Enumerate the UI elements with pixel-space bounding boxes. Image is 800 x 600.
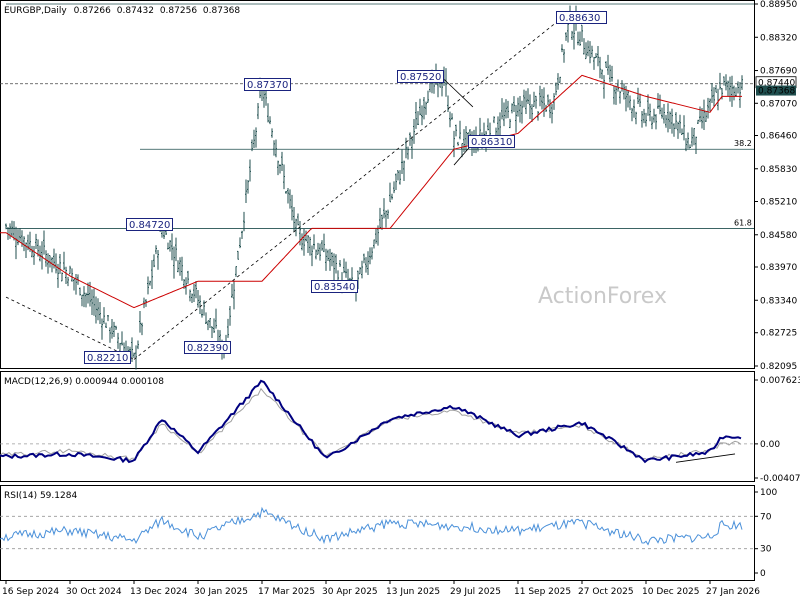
timeframe-label: Daily (44, 6, 67, 16)
x-axis-label: 10 Dec 2025 (642, 587, 700, 597)
current-price-tag-text: 0.87440 (758, 79, 795, 89)
price-axis-label: 0.82725 (760, 329, 797, 339)
rsi-axis-label: 30 (760, 545, 772, 555)
price-axis-label: 0.83970 (760, 263, 797, 273)
macd-axis-label: 0.00 (760, 440, 780, 450)
price-panel-frame (0, 0, 755, 369)
price-label-frame (184, 341, 231, 354)
price-header: EURGBP,Daily 0.87266 0.87432 0.87256 0.8… (4, 6, 240, 16)
price-label-box: 0.88630 (556, 11, 607, 24)
price-axis-label: 0.85830 (760, 165, 797, 175)
macd-layer (0, 379, 754, 464)
triangle-top (443, 79, 474, 108)
close-price-tag: 0.87368 (756, 85, 796, 97)
price-axis-label: 0.88950 (760, 0, 797, 10)
trendline-up (133, 11, 570, 360)
macd-trendline (675, 453, 736, 463)
x-axis-label: 27 Jan 2026 (706, 587, 760, 597)
price-label-text: 0.88630 (559, 13, 600, 24)
ohlc-low: 0.87256 (160, 6, 197, 16)
x-axis-label: 16 Sep 2024 (2, 587, 59, 597)
fib-label: 61.8 (734, 0, 752, 3)
rsi-panel-frame (0, 485, 755, 581)
price-axis-label: 0.88320 (760, 33, 797, 43)
moving-average-line (0, 74, 742, 309)
price-axis-label: 0.87070 (760, 99, 797, 109)
price-layer: 61.8 38.2 61.8 0.88630 0.87370 0.87520 0.84720… (0, 0, 754, 370)
price-label-box: 0.87520 (397, 70, 444, 83)
rsi-axis-label: 0 (760, 569, 766, 579)
price-label-text: 0.83540 (314, 282, 355, 293)
macd-line (0, 379, 742, 464)
x-axis-label: 13 Jun 2025 (386, 587, 440, 597)
ohlc-open: 0.87266 (74, 6, 111, 16)
price-label-box: 0.84720 (126, 218, 173, 231)
price-label-text: 0.87370 (247, 80, 288, 91)
price-axis-label: 0.85210 (760, 198, 797, 208)
close-price-tag-text: 0.87368 (758, 87, 795, 97)
price-axis-label: 0.82095 (760, 362, 797, 372)
symbol-label: EURGBP (4, 6, 42, 16)
rsi-axis-label: 100 (760, 488, 777, 498)
rsi-line (0, 506, 743, 546)
rsi-axis-label: 70 (760, 512, 772, 522)
price-axis-label: 0.84580 (760, 231, 797, 241)
ohlc-high: 0.87432 (117, 6, 154, 16)
x-axis-label: 27 Oct 2025 (578, 587, 634, 597)
price-label-box: 0.82210 (84, 351, 131, 364)
fib-label: 61.8 (734, 218, 752, 227)
watermark: ActionForex (538, 284, 667, 309)
price-label-frame (397, 70, 444, 83)
price-label-text: 0.82210 (87, 353, 128, 364)
ohlc-close: 0.87368 (203, 6, 240, 16)
x-axis-label: 30 Jan 2025 (194, 587, 248, 597)
macd-axis-label: -0.004073 (760, 474, 800, 484)
macd-axis-label: 0.007623 (760, 376, 800, 386)
price-label-frame (84, 351, 131, 364)
price-axis-label: 0.87690 (760, 67, 797, 77)
price-label-frame (126, 218, 173, 231)
x-axis-label: 30 Apr 2025 (322, 587, 378, 597)
price-label-box: 0.86310 (468, 135, 515, 148)
price-label-frame (311, 280, 358, 293)
price-label-box: 0.83540 (311, 280, 358, 293)
price-label-box: 0.87370 (244, 78, 291, 91)
x-axis-label: 13 Dec 2024 (130, 587, 188, 597)
close-price-tag-frame (756, 85, 796, 96)
x-axis-label: 30 Oct 2024 (66, 587, 122, 597)
price-label-text: 0.84720 (129, 220, 170, 231)
rsi-layer (0, 506, 754, 550)
x-axis-label: 29 Jul 2025 (450, 587, 501, 597)
x-axis-label: 11 Sep 2025 (514, 587, 571, 597)
rsi-title: RSI(14) 59.1284 (4, 491, 77, 501)
price-label-frame (244, 78, 291, 91)
fib-label: 38.2 (734, 139, 752, 148)
price-label-text: 0.86310 (471, 137, 512, 148)
price-axis-label: 0.83340 (760, 296, 797, 306)
price-axis-label: 0.86460 (760, 131, 797, 141)
x-axis-label: 17 Mar 2025 (258, 587, 315, 597)
price-label-box: 0.82390 (184, 341, 231, 354)
price-label-frame (468, 135, 515, 148)
price-label-text: 0.87520 (400, 72, 441, 83)
price-label-text: 0.82390 (187, 343, 228, 354)
macd-title: MACD(12,26,9) 0.000944 0.000108 (4, 377, 164, 387)
price-label-frame (556, 11, 607, 24)
